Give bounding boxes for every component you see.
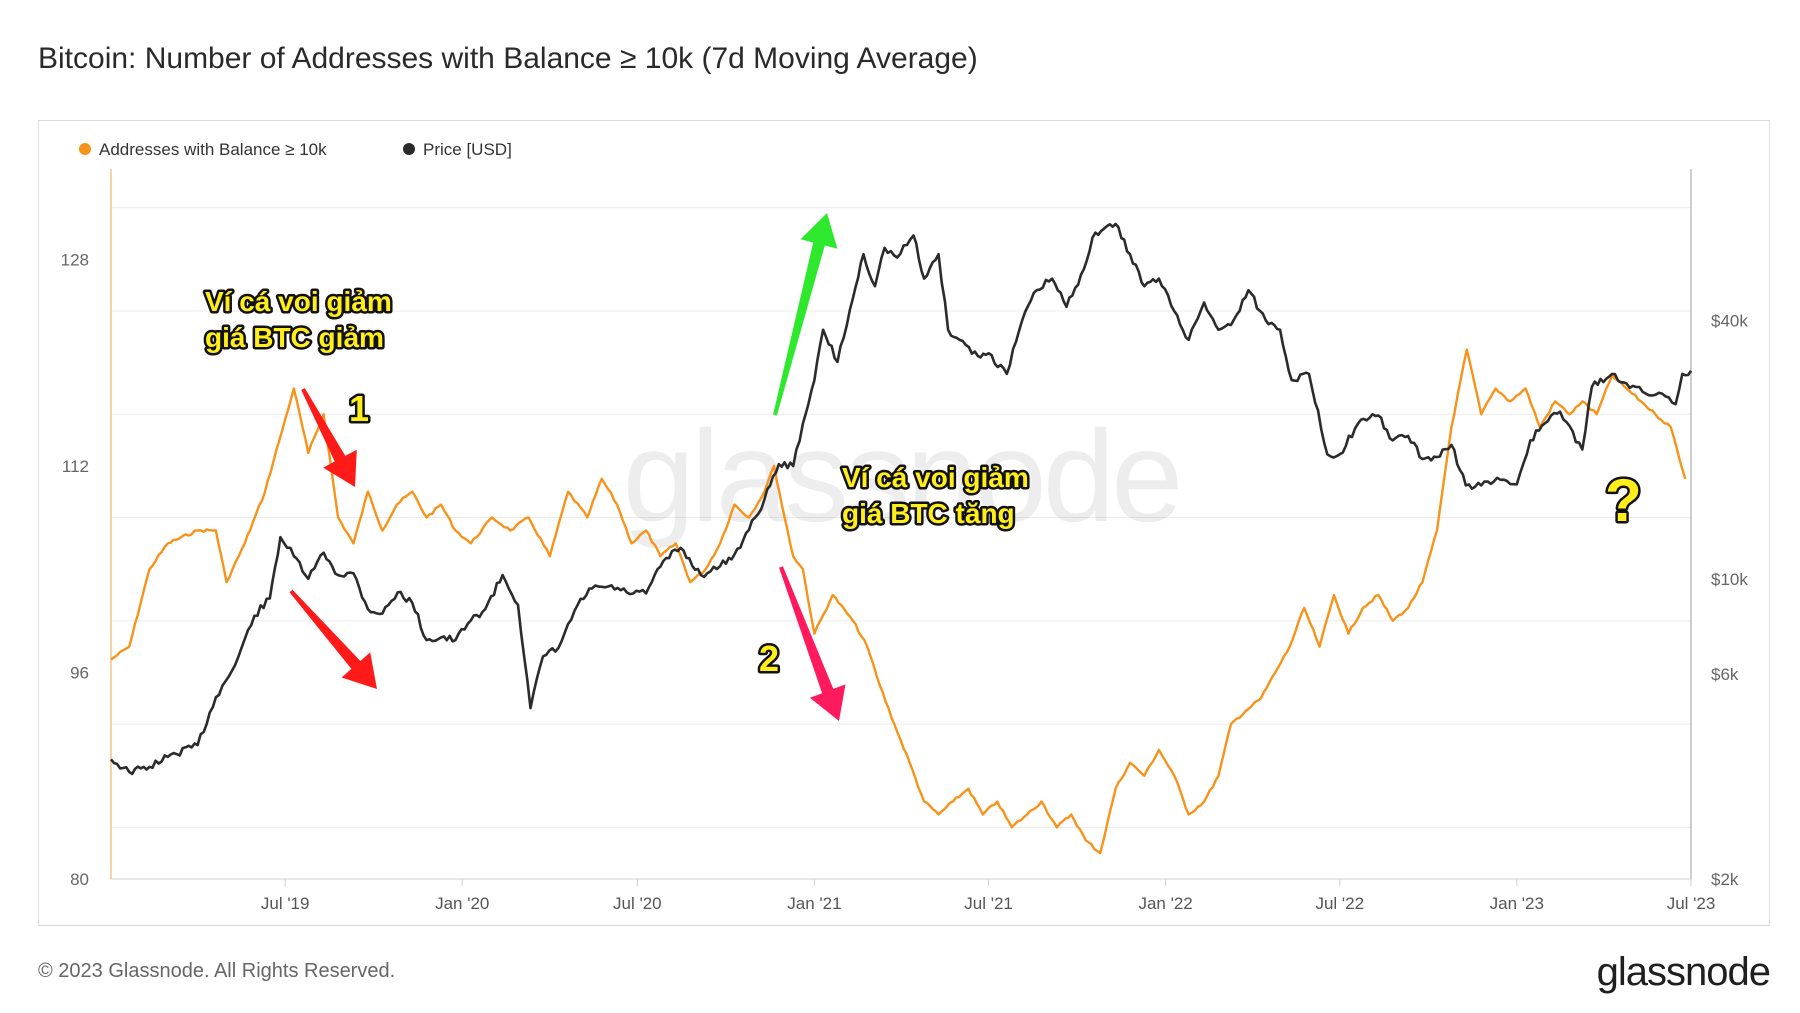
x-tick-label: Jan '20 <box>435 894 489 913</box>
annotation-text-line: Ví cá voi giảm <box>205 286 392 317</box>
y-right-tick-label: $10k <box>1711 570 1748 589</box>
legend-label: Addresses with Balance ≥ 10k <box>99 140 327 159</box>
annotation-text-line: Ví cá voi giảm <box>842 462 1029 493</box>
series-line-price <box>109 222 1693 776</box>
series-line-addresses <box>110 348 1687 855</box>
x-tick-label: Jan '22 <box>1138 894 1192 913</box>
arrow-red-2 <box>289 589 377 689</box>
annotation-question-mark: ? <box>1605 467 1642 534</box>
y-left-tick-label: 96 <box>70 663 89 682</box>
annotation-text-line: giá BTC tăng <box>842 498 1015 529</box>
arrow-green <box>773 213 838 416</box>
chart-svg: glassnode 80 96 112 128 $2k $6k $10k $40k Jul '19… <box>61 140 1749 913</box>
x-tick-label: Jul '20 <box>613 894 662 913</box>
legend-marker <box>403 143 415 155</box>
x-tick-label: Jul '21 <box>964 894 1013 913</box>
x-tick-label: Jul '22 <box>1315 894 1364 913</box>
x-tick-label: Jul '23 <box>1667 894 1716 913</box>
y-right-tick-label: $6k <box>1711 665 1739 684</box>
legend-marker <box>79 143 91 155</box>
chart-container: glassnode 80 96 112 128 $2k $6k $10k $40k Jul '19… <box>38 120 1770 926</box>
y-right-tick-label: $2k <box>1711 870 1739 889</box>
annotation-text-line: giá BTC giảm <box>205 322 384 353</box>
y-left-tick-label: 112 <box>62 457 89 476</box>
arrow-pink <box>779 566 846 721</box>
legend-label: Price [USD] <box>423 140 512 159</box>
chart-title: Bitcoin: Number of Addresses with Balanc… <box>38 42 978 75</box>
x-tick-label: Jan '21 <box>787 894 841 913</box>
annotation-marker-2: 2 <box>759 638 779 679</box>
x-tick-label: Jul '19 <box>261 894 310 913</box>
watermark: glassnode <box>623 403 1180 549</box>
copyright-text: © 2023 Glassnode. All Rights Reserved. <box>38 960 396 982</box>
y-left-tick-label: 128 <box>61 250 89 269</box>
x-tick-label: Jan '23 <box>1490 894 1544 913</box>
annotation-marker-1: 1 <box>349 388 369 429</box>
y-left-tick-label: 80 <box>70 870 89 889</box>
y-right-tick-label: $40k <box>1711 311 1748 330</box>
arrow-red-1 <box>301 388 357 487</box>
brand-logo: glassnode <box>1596 950 1771 994</box>
